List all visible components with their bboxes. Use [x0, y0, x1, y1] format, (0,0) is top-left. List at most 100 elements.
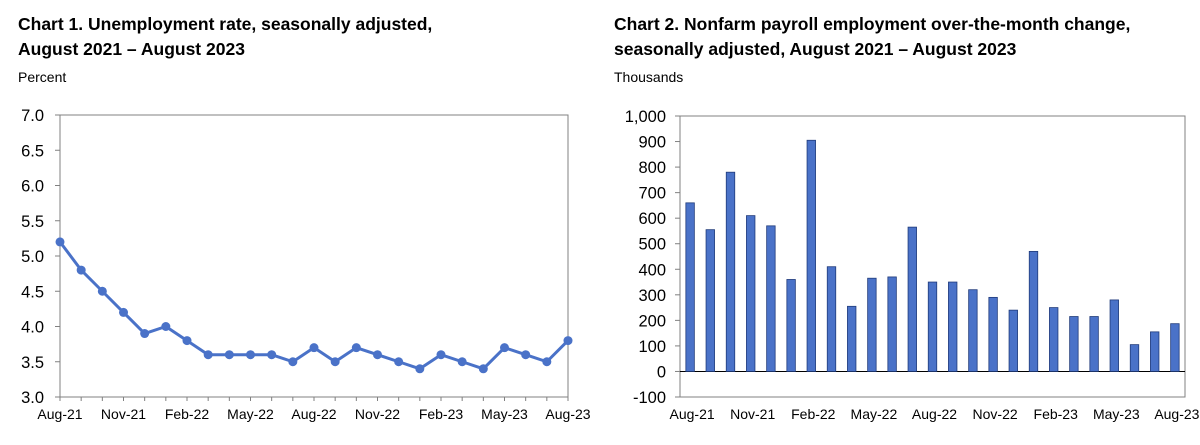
unemployment-chart-panel: Chart 1. Unemployment rate, seasonally a…	[18, 12, 591, 422]
chart1-title-line2: August 2021 – August 2023	[18, 39, 245, 59]
payroll-bar	[1129, 344, 1140, 372]
chart2-y-tick-label: 400	[638, 261, 666, 279]
chart2-x-tick-label: Nov-21	[730, 406, 775, 422]
chart1-x-tick-label: May-22	[227, 406, 274, 422]
payroll-bar	[1049, 307, 1059, 372]
unemployment-data-point	[309, 343, 319, 353]
chart2-y-tick-label: 0	[657, 363, 666, 381]
payroll-bar	[1089, 316, 1099, 372]
chart2-x-tick-label: Aug-22	[912, 406, 957, 422]
payroll-bar	[1170, 323, 1180, 372]
chart1-title-line1: Chart 1. Unemployment rate, seasonally a…	[18, 14, 433, 34]
chart2-plot-area	[679, 115, 1186, 398]
unemployment-data-point	[203, 350, 213, 360]
chart1-y-tick-label: 7.0	[21, 107, 44, 125]
unemployment-data-point	[521, 350, 531, 360]
unemployment-data-point	[76, 265, 86, 275]
chart1-y-axis-label: Percent	[18, 69, 67, 85]
payroll-bar	[826, 266, 837, 372]
unemployment-data-point	[373, 350, 382, 360]
unemployment-data-point	[500, 343, 509, 353]
chart1-y-tick-label: 5.5	[21, 213, 44, 231]
chart2-x-tick-label: Feb-22	[791, 406, 836, 422]
chart2-y-tick-label: 1,000	[625, 108, 666, 126]
payroll-bar	[887, 276, 897, 372]
chart1-y-tick-label: 4.5	[21, 283, 44, 301]
chart1-y-tick-label: 5.0	[21, 248, 44, 266]
chart2-y-tick-label: 200	[638, 312, 666, 330]
chart1-x-tick-label: Nov-22	[355, 406, 400, 422]
payroll-bar	[806, 139, 816, 372]
payroll-bar	[988, 296, 998, 372]
payroll-chart-panel: Chart 2. Nonfarm payroll employment over…	[600, 0, 1200, 445]
chart2-y-tick-label: -100	[633, 389, 666, 407]
payroll-bar	[766, 225, 776, 372]
chart1-x-tick-label: Nov-21	[101, 406, 146, 422]
chart2-title-line2: seasonally adjusted, August 2021 – Augus…	[614, 39, 1017, 59]
payroll-bar	[685, 202, 695, 372]
payroll-bar	[746, 215, 756, 372]
payroll-bar	[1150, 331, 1160, 372]
chart2-y-tick-label: 600	[638, 210, 666, 228]
payroll-bar	[1069, 316, 1079, 372]
chart1-y-tick-label: 3.5	[21, 354, 44, 372]
unemployment-data-point	[542, 357, 552, 367]
chart1-title: Chart 1. Unemployment rate, seasonally a…	[18, 12, 588, 62]
unemployment-data-point	[55, 237, 65, 247]
chart1-x-tick-label: Aug-23	[545, 406, 590, 422]
unemployment-data-point	[436, 350, 446, 360]
unemployment-data-point	[288, 357, 298, 367]
chart2-title-line1: Chart 2. Nonfarm payroll employment over…	[614, 14, 1131, 34]
chart1-y-tick-label: 3.0	[21, 389, 44, 407]
chart1-x-tick-label: Feb-22	[165, 406, 210, 422]
payroll-bar	[1008, 309, 1018, 372]
payroll-bar	[705, 229, 715, 372]
chart1-x-tick-label: Aug-21	[37, 406, 82, 422]
payroll-bar-chart: -100 0 100 200 300 400 500 600 700 800 900 1,000 Aug…	[625, 108, 1200, 422]
chart2-x-tick-label: Aug-23	[1154, 406, 1199, 422]
payroll-bar	[927, 281, 938, 372]
chart1-plot-area	[59, 114, 569, 398]
unemployment-data-point	[478, 364, 488, 374]
unemployment-data-point	[97, 286, 107, 296]
payroll-bar	[786, 279, 796, 372]
chart1-x-tick-label: Aug-22	[291, 406, 336, 422]
chart2-x-tick-label: May-22	[851, 406, 898, 422]
unemployment-data-point	[161, 322, 171, 331]
payroll-bar	[725, 171, 736, 372]
chart2-y-tick-label: 900	[638, 134, 666, 152]
unemployment-data-point	[182, 336, 192, 346]
unemployment-data-point	[119, 307, 128, 317]
chart1-y-tick-label: 6.0	[21, 178, 44, 196]
unemployment-data-point	[394, 357, 404, 367]
chart2-y-axis-label: Thousands	[614, 69, 684, 85]
payroll-bar	[867, 277, 877, 372]
chart1-y-tick-label: 4.0	[21, 319, 44, 337]
chart2-y-tick-label: 500	[638, 236, 666, 254]
chart2-y-tick-label: 800	[638, 159, 666, 177]
unemployment-data-point	[140, 329, 150, 339]
payroll-bar	[1109, 299, 1119, 372]
chart2-x-tick-label: May-23	[1093, 406, 1140, 422]
unemployment-data-point	[351, 343, 361, 353]
unemployment-data-point	[563, 336, 573, 346]
payroll-bar	[948, 281, 958, 372]
chart2-x-tick-label: Nov-22	[973, 406, 1018, 422]
unemployment-data-point	[415, 364, 425, 374]
chart1-y-tick-label: 6.5	[21, 142, 44, 160]
unemployment-line-chart: 3.0 3.5 4.0 4.5 5.0 5.5 6.0 6.5 7.0 Aug-21 Nov-21 F…	[21, 107, 591, 422]
chart2-x-tick-label: Aug-21	[670, 406, 715, 422]
unemployment-data-point	[330, 357, 340, 367]
chart1-x-tick-label: May-23	[481, 406, 528, 422]
chart2-title: Chart 2. Nonfarm payroll employment over…	[614, 12, 1184, 62]
payroll-bar	[968, 289, 978, 372]
payroll-bar	[1028, 250, 1039, 372]
payroll-bar	[847, 305, 857, 372]
chart1-x-tick-label: Feb-23	[419, 406, 464, 422]
chart2-x-tick-label: Feb-23	[1034, 406, 1079, 422]
chart2-y-tick-label: 700	[638, 185, 666, 203]
payroll-bar	[907, 226, 917, 372]
unemployment-data-point	[224, 350, 234, 360]
unemployment-data-point	[246, 350, 255, 360]
unemployment-data-point	[457, 357, 467, 367]
